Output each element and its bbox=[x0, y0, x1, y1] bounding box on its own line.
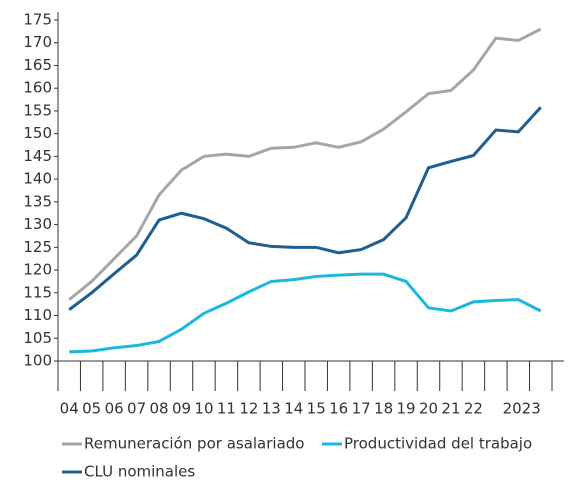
x-tick-label: 22 bbox=[464, 400, 483, 418]
legend-label: CLU nominales bbox=[84, 463, 195, 480]
y-tick-label: 120 bbox=[23, 261, 52, 279]
x-tick-label: 06 bbox=[105, 400, 124, 418]
y-tick-label: 145 bbox=[23, 147, 52, 165]
x-tick-label: 12 bbox=[239, 400, 258, 418]
legend-label: Productividad del trabajo bbox=[344, 435, 532, 453]
x-tick-label: 14 bbox=[284, 400, 303, 418]
x-tick-label: 17 bbox=[352, 400, 371, 418]
x-tick-label: 05 bbox=[82, 400, 101, 418]
line bbox=[68, 106, 542, 311]
y-tick-label: 160 bbox=[23, 79, 52, 97]
x-tick-label: 07 bbox=[127, 400, 146, 418]
y-tick-label: 170 bbox=[23, 33, 52, 51]
y-tick-label: 130 bbox=[23, 215, 52, 233]
y-tick-label: 110 bbox=[23, 306, 52, 324]
y-tick-label: 115 bbox=[23, 283, 52, 301]
y-tick-label: 125 bbox=[23, 238, 52, 256]
line bbox=[68, 27, 542, 301]
y-tick-label: 100 bbox=[23, 352, 52, 370]
y-tick-label: 105 bbox=[23, 329, 52, 347]
x-tick-label: 2023 bbox=[503, 400, 541, 418]
y-tick-label: 135 bbox=[23, 192, 52, 210]
legend-label: Remuneración por asalariado bbox=[84, 435, 304, 453]
x-tick-label: 13 bbox=[262, 400, 281, 418]
line bbox=[69, 272, 542, 354]
y-tick-label: 140 bbox=[23, 170, 52, 188]
x-tick-label: 15 bbox=[307, 400, 326, 418]
x-tick-label: 08 bbox=[149, 400, 168, 418]
x-tick-label: 09 bbox=[172, 400, 191, 418]
x-tick-label: 19 bbox=[396, 400, 415, 418]
x-tick-label: 11 bbox=[217, 400, 236, 418]
y-tick-label: 150 bbox=[23, 124, 52, 142]
x-tick-label: 21 bbox=[441, 400, 460, 418]
x-tick-label: 18 bbox=[374, 400, 393, 418]
y-tick-label: 155 bbox=[23, 101, 52, 119]
y-tick-label: 165 bbox=[23, 56, 52, 74]
y-tick-label: 175 bbox=[23, 11, 52, 29]
x-tick-label: 10 bbox=[194, 400, 213, 418]
x-tick-label: 04 bbox=[60, 400, 79, 418]
x-tick-label: 20 bbox=[419, 400, 438, 418]
x-tick-label: 16 bbox=[329, 400, 348, 418]
